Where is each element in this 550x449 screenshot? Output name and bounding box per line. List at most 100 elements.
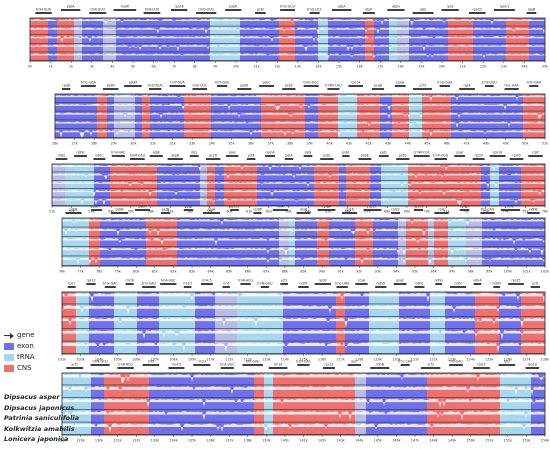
- similarity-profile: [62, 219, 545, 226]
- gene-arrow-icon: [222, 286, 230, 288]
- gene-arrow-icon: [149, 155, 163, 157]
- gene-arrow-icon: [473, 367, 490, 369]
- region-cns: [493, 292, 499, 354]
- gene-arrow-icon: [526, 12, 537, 14]
- gene-label: psbN: [115, 208, 124, 212]
- gene-arrow-icon: [196, 12, 217, 14]
- region-exon: [339, 164, 346, 206]
- axis-tick-label: 114k: [281, 358, 289, 362]
- gene-arrow-icon: [124, 85, 142, 87]
- axis-tick-label: 148k: [429, 439, 437, 443]
- axis-tick-label: 12k: [274, 65, 280, 69]
- axis-tick-label: 115k: [299, 358, 307, 362]
- axis-tick-label: 129k: [76, 439, 84, 443]
- axis-tick-label: 76k: [59, 270, 65, 274]
- gene-arrow-icon: [303, 155, 313, 157]
- region-exon: [48, 18, 57, 61]
- gene-arrow-icon: [183, 286, 192, 288]
- axis-tick-label: 98k: [468, 270, 474, 274]
- gene-arrow-icon: [375, 286, 387, 288]
- gene-arrow-icon: [206, 158, 221, 160]
- gene-arrow-icon: [225, 155, 239, 157]
- gene-arrow-icon: [81, 85, 96, 87]
- gene-label: trnT-GGU: [215, 81, 230, 85]
- axis-tick-label: 141k: [299, 439, 307, 443]
- gene-label: rps19: [414, 205, 423, 209]
- region-cns: [280, 94, 305, 138]
- gene-arrow-icon: [378, 155, 389, 157]
- similarity-profile: [62, 374, 545, 384]
- axis-tick-label: 54k: [108, 210, 114, 214]
- axis-tick-label: 53k: [88, 210, 94, 214]
- axis-tick-label: 68k: [384, 210, 390, 214]
- axis-tick-label: 80k: [133, 270, 139, 274]
- axis-tick-label: 30k: [130, 142, 136, 146]
- gene-arrow-icon: [160, 283, 177, 285]
- region-exon: [215, 164, 224, 206]
- similarity-profile: [30, 27, 545, 34]
- gene-arrow-icon: [246, 158, 256, 160]
- gene-label: rpl32: [319, 279, 327, 283]
- gene-label: rps11: [230, 205, 239, 209]
- species-label: Dipsacus asper: [4, 393, 60, 401]
- similarity-profile: [62, 293, 545, 303]
- species-label: Dipsacus japonicus: [4, 403, 75, 412]
- gene-arrow-icon: [253, 212, 262, 214]
- axis-tick-label: 8k: [193, 65, 197, 69]
- similarity-profile: [62, 342, 545, 352]
- axis-tick-label: 136k: [206, 439, 214, 443]
- gene-arrow-icon: [484, 85, 494, 87]
- axis-tick-label: 130k: [95, 439, 103, 443]
- similarity-profile: [55, 103, 545, 111]
- axis-tick-label: 22k: [480, 65, 486, 69]
- axis-tick-label: 108k: [169, 358, 177, 362]
- axis-tick-label: 119k: [374, 358, 382, 362]
- gene-label: rps4: [464, 84, 471, 88]
- gene-arrow-icon: [61, 88, 71, 90]
- gene-label: psbE: [361, 154, 369, 158]
- axis-tick-label: 140k: [281, 439, 289, 443]
- gene-label: ndhA: [473, 279, 482, 283]
- gene-label: clpP: [532, 151, 539, 155]
- axis-tick-label: 100k: [504, 270, 512, 274]
- axis-tick-label: 144k: [355, 439, 363, 443]
- similarity-profile: [52, 173, 545, 180]
- gene-label: atpA: [338, 5, 346, 9]
- axis-tick-label: 85k: [226, 270, 232, 274]
- gene-label: rrn16: [125, 279, 134, 283]
- alignment-block-3: ndhJ ndhK ndhC trnV-UAC trnM-CAU atpE atpB rbcL…: [49, 151, 548, 214]
- region-cns: [365, 18, 374, 61]
- legend-label: tRNA: [17, 353, 35, 361]
- gene-arrow-icon: [91, 209, 102, 211]
- axis-tick-label: 84k: [207, 270, 213, 274]
- gene-label: trnR-ACG: [118, 363, 133, 367]
- gene-label: ycf1: [281, 279, 288, 283]
- similarity-profile: [62, 305, 545, 315]
- axis-tick-label: 2k: [69, 65, 73, 69]
- region-intron: [279, 218, 289, 266]
- region-exon: [240, 18, 249, 61]
- region-exon: [200, 18, 210, 61]
- region-trna: [389, 18, 397, 61]
- axis-tick-label: 118k: [355, 358, 363, 362]
- gene-label: psaJ: [456, 151, 463, 155]
- axis-tick-label: 126k: [504, 358, 512, 362]
- gene-label: rpl14: [322, 205, 330, 209]
- gene-label: rpl20: [512, 154, 520, 158]
- axis-tick-label: 133k: [151, 439, 159, 443]
- axis-tick-label: 77k: [77, 270, 83, 274]
- gene-label: psaC: [396, 279, 405, 283]
- gene-label: rpl2: [504, 360, 510, 364]
- axis-tick-label: 70k: [424, 210, 430, 214]
- gene-arrow-icon: [284, 158, 294, 160]
- species-labels: Dipsacus asper Dipsacus japonicus Patrinia…: [4, 392, 79, 445]
- axis-tick-label: 91k: [338, 270, 344, 274]
- gene-arrow-icon: [65, 212, 82, 214]
- axis-tick-label: 153k: [522, 439, 530, 443]
- gene-label: rps8: [300, 208, 307, 212]
- gene-arrow-icon: [110, 212, 129, 214]
- gene-arrow-icon: [327, 88, 340, 90]
- axis-tick-label: 82k: [170, 270, 176, 274]
- gene-arrow-icon: [396, 158, 410, 160]
- gene-arrow-icon: [355, 283, 368, 285]
